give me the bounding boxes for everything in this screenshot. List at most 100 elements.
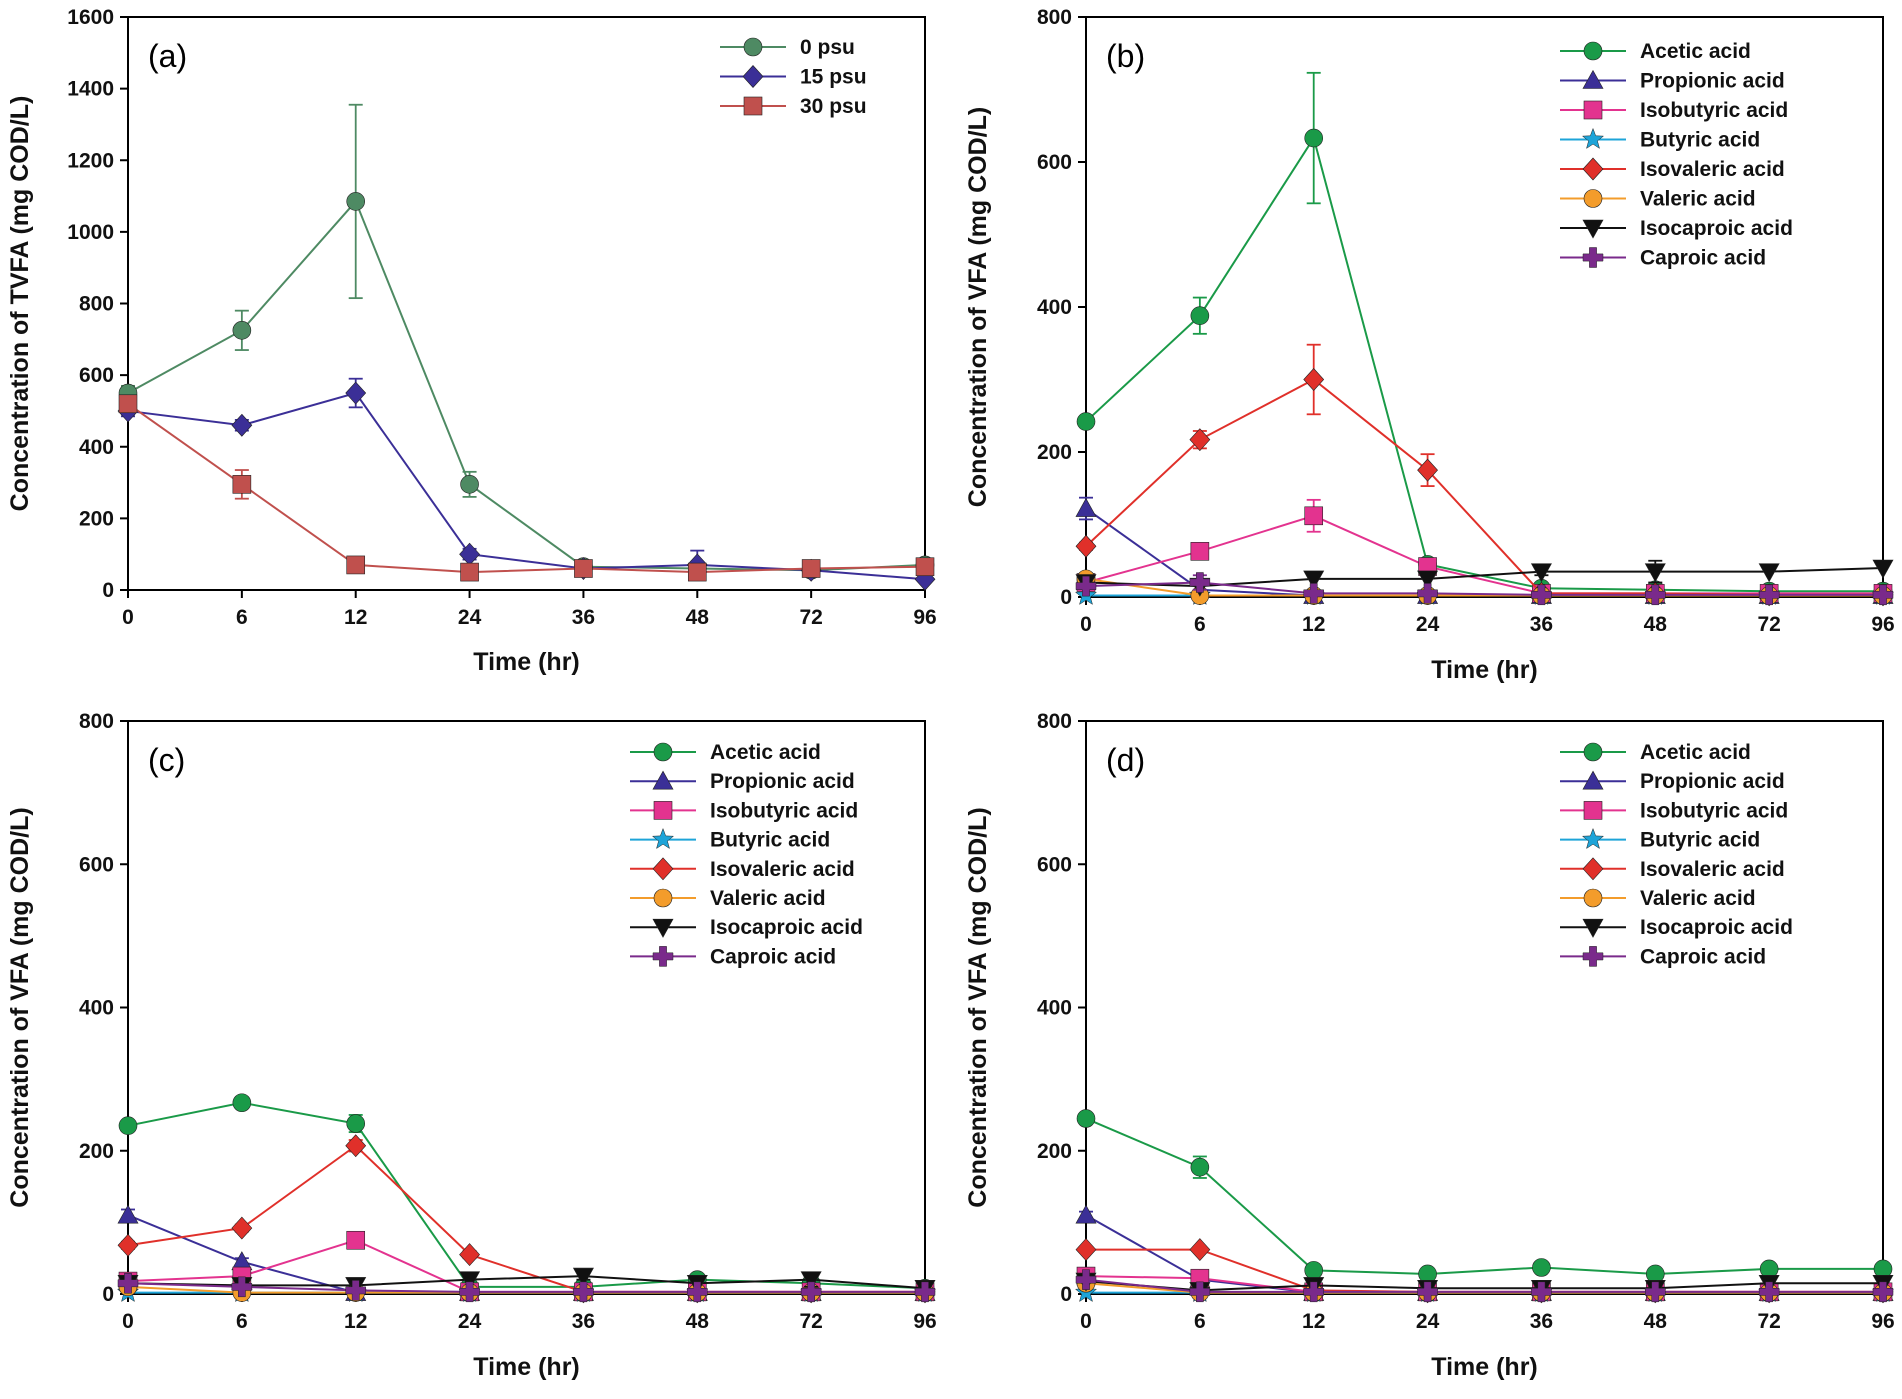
x-tick-label: 12 (344, 1310, 367, 1333)
legend-marker (743, 37, 763, 57)
legend-entry: Valeric acid (1560, 887, 1756, 910)
y-tick-label: 1200 (67, 149, 114, 172)
x-axis-title: Time (hr) (473, 1353, 580, 1381)
legend-label: Caproic acid (710, 945, 836, 968)
y-tick-label: 600 (1037, 151, 1072, 174)
data-point (117, 1273, 139, 1294)
data-point (1872, 1281, 1894, 1303)
legend-label: Butyric acid (1640, 129, 1760, 152)
legend-entry: Acetic acid (1560, 741, 1751, 764)
data-point (118, 1116, 138, 1135)
y-tick-label: 1000 (67, 221, 114, 244)
data-point (687, 562, 707, 582)
legend-marker (653, 801, 673, 820)
legend-label: Acetic acid (710, 741, 821, 764)
x-tick-label: 6 (236, 606, 248, 629)
series-line (1085, 1280, 1883, 1292)
y-tick-label: 600 (1037, 853, 1072, 876)
data-point (1758, 1281, 1780, 1303)
legend-entry: Butyric acid (1560, 827, 1760, 852)
data-point (1304, 1261, 1324, 1280)
series-line (127, 199, 926, 572)
panel-label: (a) (148, 38, 187, 74)
legend-entry: Isobutyric acid (1560, 799, 1788, 822)
x-tick-label: 12 (344, 606, 367, 629)
data-point (1531, 1281, 1552, 1303)
x-tick-label: 0 (1080, 613, 1092, 636)
series-line (1085, 1278, 1883, 1293)
y-tick-label: 1600 (67, 6, 114, 29)
legend-marker (652, 918, 674, 938)
legend-label: Isovaleric acid (1640, 158, 1785, 181)
data-point (1417, 458, 1438, 482)
x-tick-label: 12 (1302, 613, 1325, 636)
x-axis-title: Time (hr) (1431, 1353, 1538, 1381)
data-point (231, 1276, 253, 1298)
y-axis-title: Concentration of VFA (mg COD/L) (964, 807, 992, 1207)
y-tick-label: 600 (79, 364, 114, 387)
x-tick-label: 48 (1644, 613, 1668, 636)
data-point (346, 1230, 366, 1250)
x-tick-label: 96 (913, 1310, 936, 1333)
data-point (1303, 368, 1325, 391)
data-point (118, 394, 138, 414)
legend-marker (652, 946, 674, 967)
y-tick-label: 400 (1037, 997, 1072, 1020)
data-point (1645, 584, 1666, 606)
data-point (1532, 1258, 1551, 1277)
series-line (127, 402, 926, 574)
legend-label: Isobutyric acid (1640, 799, 1788, 822)
data-point (1076, 1109, 1096, 1128)
legend-label: Isocaproic acid (1640, 916, 1793, 939)
legend-marker (743, 96, 763, 116)
y-tick-label: 600 (79, 853, 114, 876)
legend-entry: Isovaleric acid (630, 857, 855, 881)
data-point (345, 381, 367, 405)
x-tick-label: 72 (1757, 1310, 1780, 1333)
panel-label: (d) (1106, 742, 1145, 778)
data-point (1417, 570, 1439, 590)
panel-label: (b) (1106, 38, 1145, 74)
x-tick-label: 12 (1302, 1310, 1325, 1333)
data-point (1758, 584, 1780, 606)
legend-marker (653, 742, 673, 762)
legend-label: Valeric acid (710, 887, 826, 910)
series-caproic-acid (117, 1273, 936, 1303)
y-tick-label: 1400 (67, 78, 114, 101)
legend-marker (742, 65, 764, 88)
data-point (1303, 1281, 1324, 1303)
legend-entry: Butyric acid (630, 827, 830, 852)
data-point (346, 192, 366, 211)
x-tick-label: 72 (799, 1310, 822, 1333)
data-point (1189, 1238, 1211, 1262)
legend-marker (1581, 827, 1605, 850)
legend-label: Isocaproic acid (710, 916, 863, 939)
data-point (1190, 306, 1210, 326)
legend-label: Valeric acid (1640, 887, 1756, 910)
series-0-psu (118, 103, 935, 580)
legend-marker (1583, 189, 1603, 208)
legend-label: Isobutyric acid (710, 799, 858, 822)
chart-panel-2: 0 200 400 600 800 0 6 12 24 36 48 72 96 Time (hr) Conc… (964, 6, 1895, 684)
data-point (117, 1233, 139, 1257)
data-point (1758, 563, 1780, 583)
legend-entry: 15 psu (720, 65, 867, 89)
y-tick-label: 800 (79, 293, 114, 316)
data-point (1075, 534, 1097, 558)
x-tick-label: 72 (1757, 613, 1780, 636)
legend-marker (1582, 219, 1604, 239)
data-point (914, 1281, 936, 1303)
data-point (1189, 428, 1211, 452)
x-tick-label: 0 (122, 1310, 134, 1333)
legend-marker (652, 857, 674, 881)
data-point (1190, 1157, 1210, 1177)
data-point (346, 555, 366, 575)
data-point (1190, 542, 1210, 561)
data-point (232, 475, 252, 494)
legend-entry: Isobutyric acid (630, 799, 858, 822)
legend-marker (1582, 946, 1604, 967)
data-point (800, 1281, 822, 1303)
legend-entry: Propionic acid (1560, 70, 1785, 93)
data-point (459, 1271, 481, 1291)
